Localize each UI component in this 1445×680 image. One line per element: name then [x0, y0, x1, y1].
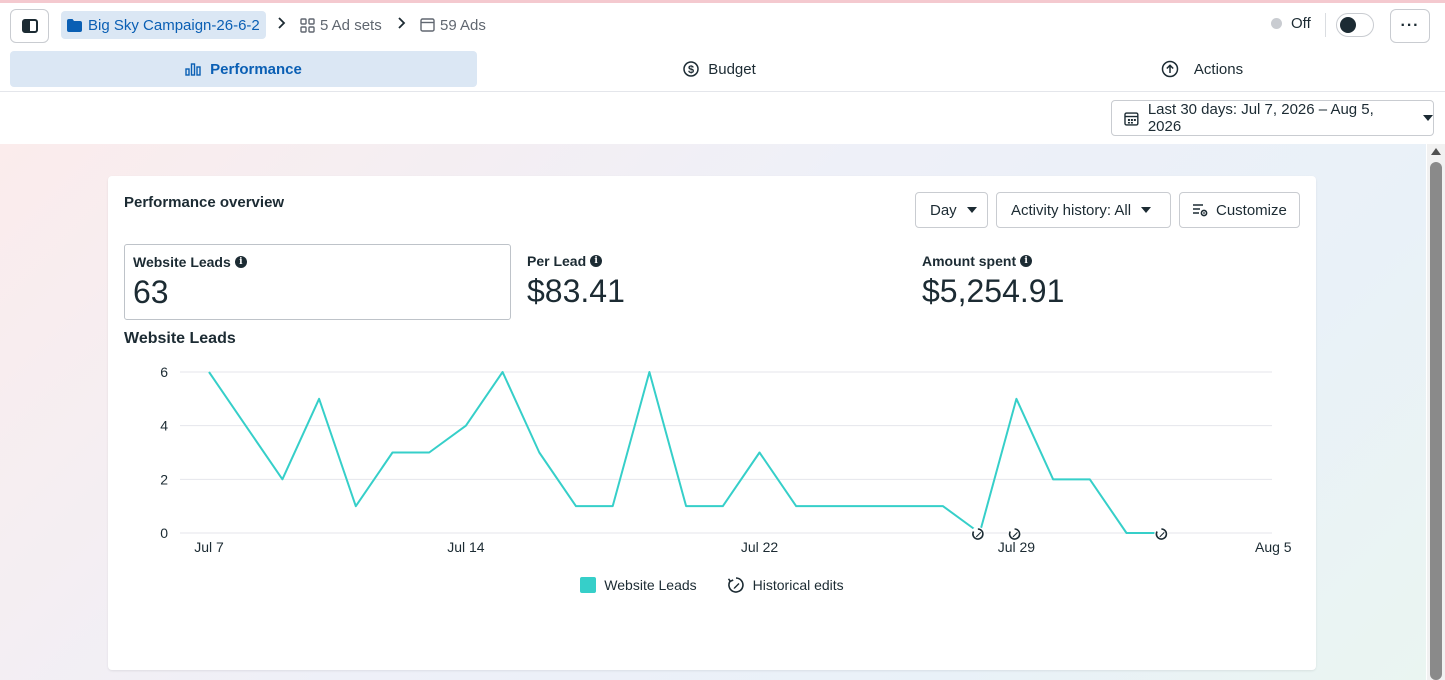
info-icon[interactable]: i	[234, 256, 247, 268]
legend-label: Historical edits	[752, 577, 844, 593]
metric-label: Website Leads i	[133, 254, 502, 270]
divider	[1325, 13, 1326, 37]
chevron-right-icon	[398, 16, 406, 32]
metric-amount-spent[interactable]: Amount spent i $5,254.91	[914, 244, 1294, 320]
tab-divider	[0, 91, 1445, 92]
date-range-label: Last 30 days: Jul 7, 2026 – Aug 5, 2026	[1147, 101, 1374, 135]
customize-settings-icon	[1193, 204, 1208, 217]
x-tick-label: Jul 29	[998, 539, 1036, 555]
historical-edit-marker-icon[interactable]	[970, 527, 985, 541]
legend-label: Website Leads	[604, 577, 697, 593]
ad-window-icon	[420, 18, 435, 32]
toggle-knob	[1340, 17, 1356, 33]
customize-button[interactable]: Customize	[1179, 192, 1300, 228]
metric-label-text: Website Leads	[133, 254, 231, 270]
delivery-status: Off	[1271, 15, 1311, 32]
caret-down-icon	[1141, 207, 1152, 213]
series-line-website-leads[interactable]	[208, 371, 1164, 534]
granularity-dropdown[interactable]: Day	[915, 192, 988, 228]
scroll-up-arrow-icon[interactable]	[1431, 148, 1441, 155]
caret-down-icon	[966, 207, 977, 213]
scrollbar-thumb[interactable]	[1430, 162, 1442, 680]
granularity-label: Day	[930, 201, 957, 219]
chart-title: Website Leads	[124, 330, 236, 347]
folder-icon	[67, 18, 82, 32]
status-dot-icon	[1271, 18, 1282, 29]
historical-edit-icon	[727, 577, 744, 593]
bar-chart-icon	[185, 63, 201, 76]
metric-label: Amount spent i	[922, 253, 1286, 269]
x-tick-label: Jul 7	[194, 539, 224, 555]
y-tick-label: 4	[160, 418, 168, 434]
breadcrumb-ads[interactable]: 59 Ads	[420, 11, 486, 39]
historical-edit-marker-icon[interactable]	[1154, 527, 1169, 541]
arrow-up-circle-icon	[1161, 60, 1179, 78]
y-tick-label: 0	[160, 525, 168, 541]
metric-value: $83.41	[527, 273, 625, 309]
calendar-icon	[1124, 111, 1139, 126]
x-tick-label: Jul 22	[741, 539, 779, 555]
tab-budget[interactable]: $ Budget	[477, 51, 962, 87]
tab-label: Actions	[1193, 60, 1244, 78]
status-label: Off	[1291, 15, 1311, 32]
tab-label: Budget	[708, 60, 756, 78]
metric-label: Per Lead i	[527, 253, 891, 269]
grid-icon	[300, 17, 315, 33]
legend-swatch	[580, 577, 597, 593]
historical-edit-marker-icon[interactable]	[1007, 527, 1022, 541]
metric-per-lead[interactable]: Per Lead i $83.41	[519, 244, 899, 320]
header-bar: Big Sky Campaign-26-6-2 5 Ad sets 59 Ads…	[0, 3, 1445, 47]
ellipsis-icon: ···	[1400, 17, 1420, 34]
legend-item-historical-edits[interactable]: Historical edits	[727, 576, 844, 594]
ads-label: 59 Ads	[440, 16, 486, 34]
more-options-button[interactable]: ···	[1390, 9, 1430, 43]
metric-label-text: Per Lead	[527, 253, 587, 269]
svg-text:$: $	[688, 64, 694, 76]
y-tick-label: 6	[160, 364, 168, 380]
info-icon[interactable]: i	[1020, 255, 1033, 267]
breadcrumb-ad-sets[interactable]: 5 Ad sets	[300, 11, 382, 39]
x-tick-label: Aug 5	[1255, 539, 1292, 555]
customize-label: Customize	[1216, 201, 1287, 219]
website-leads-line-chart: 0 2 4 6 Jul 7 Jul 14 Jul 22 Jul 29 Aug 5	[160, 364, 1292, 555]
metric-website-leads[interactable]: Website Leads i 63	[124, 244, 511, 320]
info-icon[interactable]: i	[590, 255, 603, 267]
activity-history-dropdown[interactable]: Activity history: All	[996, 192, 1171, 228]
chart-legend: Website Leads Historical edits	[108, 576, 1316, 594]
top-accent-line	[0, 0, 1445, 3]
breadcrumb-campaign[interactable]: Big Sky Campaign-26-6-2	[61, 11, 266, 39]
activity-history-label: Activity history: All	[1011, 201, 1132, 219]
tab-performance[interactable]: Performance	[10, 51, 477, 87]
campaign-name: Big Sky Campaign-26-6-2	[88, 16, 260, 34]
caret-down-icon	[1423, 115, 1433, 121]
x-tick-label: Jul 14	[447, 539, 485, 555]
scrollbar[interactable]	[1427, 144, 1445, 680]
panel-icon	[21, 19, 38, 33]
performance-overview-card: Performance overview Day Activity histor…	[108, 176, 1316, 670]
legend-item-website-leads[interactable]: Website Leads	[580, 576, 697, 594]
chevron-right-icon	[278, 16, 286, 32]
metric-value: $5,254.91	[922, 273, 1065, 309]
metric-value: 63	[133, 274, 169, 310]
on-off-toggle[interactable]	[1336, 13, 1374, 37]
y-tick-label: 2	[160, 471, 168, 487]
card-title: Performance overview	[124, 194, 285, 211]
date-range-picker[interactable]: Last 30 days: Jul 7, 2026 – Aug 5, 2026	[1111, 100, 1434, 136]
tab-label: Performance	[210, 60, 302, 78]
toggle-panel-button[interactable]	[10, 9, 49, 43]
ad-sets-label: 5 Ad sets	[320, 16, 382, 34]
tab-actions[interactable]: Actions	[962, 51, 1442, 87]
metric-label-text: Amount spent	[922, 253, 1017, 269]
dollar-circle-icon: $	[683, 61, 699, 77]
tab-bar: Performance $ Budget Actions	[0, 51, 1445, 87]
